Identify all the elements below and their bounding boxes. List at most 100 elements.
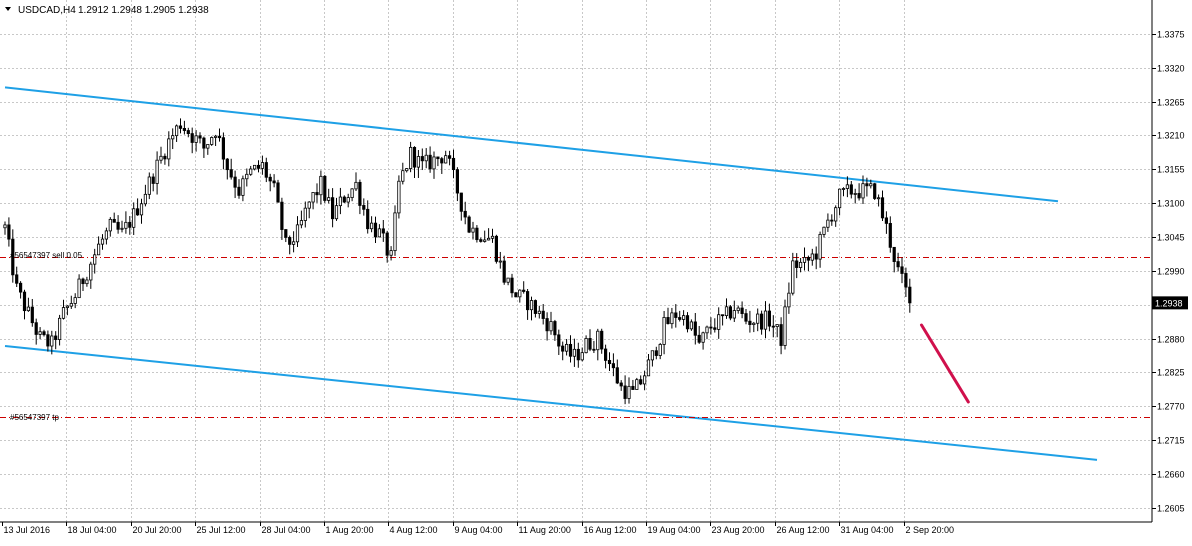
candle-body	[451, 157, 456, 171]
candle-body	[373, 222, 378, 238]
price-axis[interactable]: 1.3375 1.3320 1.3265 1.3210 1.3155 1.3100 1.30…	[1152, 30, 1185, 514]
y-tick-label: 1.2715	[1157, 436, 1185, 446]
candle-body	[268, 176, 272, 182]
candle-body	[210, 137, 214, 145]
candle-body	[30, 306, 34, 324]
y-tick-label: 1.3320	[1157, 64, 1185, 74]
candle-body	[38, 331, 42, 335]
candle-body	[128, 221, 132, 228]
candle-body	[732, 310, 736, 319]
y-tick-label: 1.2880	[1157, 335, 1185, 345]
candle-body	[100, 238, 105, 245]
candle-body	[596, 330, 600, 351]
candle-body	[432, 156, 436, 170]
candle-body	[147, 176, 151, 195]
candle-body	[65, 305, 69, 308]
candle-body	[252, 164, 257, 170]
candle-body	[639, 379, 643, 385]
candle-body	[307, 201, 311, 209]
order-tp-label: #56547397 tp	[10, 413, 59, 422]
x-tick-label: 23 Aug 20:00	[712, 525, 765, 535]
candle-body	[490, 235, 495, 239]
candle-body	[77, 278, 81, 299]
candle-body	[775, 324, 779, 328]
candle-body	[241, 178, 245, 196]
candle-body	[810, 253, 814, 261]
candle-body	[7, 224, 11, 240]
candle-body	[506, 277, 510, 283]
trend-channel[interactable]	[4, 86, 1098, 461]
candle-body	[151, 176, 155, 184]
candle-body	[896, 261, 900, 268]
candle-body	[483, 239, 487, 242]
candle-body	[873, 183, 877, 199]
candle-body	[213, 135, 218, 138]
candle-body	[327, 197, 331, 201]
candle-body	[366, 208, 370, 230]
candle-body	[744, 313, 748, 322]
candle-body	[132, 208, 136, 228]
x-tick-label: 4 Aug 12:00	[390, 525, 438, 535]
candle-body	[245, 173, 249, 180]
candle-body	[631, 385, 635, 390]
candle-body	[159, 155, 163, 161]
candle-body	[381, 228, 385, 234]
triangle-down-icon[interactable]	[5, 7, 11, 11]
x-tick-label: 19 Aug 04:00	[648, 525, 701, 535]
candle-body	[280, 201, 284, 230]
x-tick-label: 13 Jul 2016	[4, 525, 51, 535]
candle-body	[678, 317, 682, 320]
candle-body	[303, 207, 307, 221]
channel-lower-line[interactable]	[4, 344, 1098, 461]
candle-body	[139, 203, 144, 216]
candle-body	[752, 322, 756, 325]
candle-body	[791, 260, 795, 294]
forecast-arrow[interactable]	[920, 323, 970, 404]
candle-body	[124, 221, 128, 229]
candle-body	[494, 235, 499, 262]
candle-body	[81, 278, 85, 285]
candle-body	[650, 350, 655, 361]
candle-body	[635, 379, 639, 390]
candle-body	[763, 310, 768, 330]
candle-body	[112, 218, 116, 223]
x-tick-label: 31 Aug 04:00	[841, 525, 894, 535]
candle-body	[424, 154, 428, 162]
candle-body	[455, 169, 460, 194]
candle-body	[865, 183, 869, 187]
candle-body	[502, 260, 506, 283]
candle-body	[135, 208, 140, 216]
candle-body	[615, 367, 619, 384]
candle-body	[682, 315, 686, 320]
forecast-line[interactable]	[920, 323, 970, 404]
candle-body	[557, 334, 561, 347]
channel-upper-line[interactable]	[4, 86, 1059, 203]
x-tick-label: 1 Aug 20:00	[326, 525, 374, 535]
candle-body	[389, 250, 393, 256]
candle-body	[260, 162, 265, 169]
candle-body	[323, 175, 327, 201]
candle-body	[685, 315, 690, 330]
candle-body	[619, 382, 623, 387]
candle-body	[689, 321, 694, 330]
chart-header: USDCAD,H4 1.2912 1.2948 1.2905 1.2938	[5, 5, 209, 16]
y-tick-label: 1.3375	[1157, 30, 1185, 40]
candle-body	[838, 188, 842, 209]
current-price-tag: 1.2938	[1152, 296, 1188, 310]
candle-body	[518, 289, 522, 298]
candle-body	[845, 184, 850, 189]
candle-body	[654, 350, 658, 356]
candle-body	[857, 193, 861, 199]
candle-body	[576, 348, 580, 361]
order-lines[interactable]	[0, 257, 1152, 418]
time-axis[interactable]: 13 Jul 2016 18 Jul 04:00 20 Jul 20:00 25 Ju…	[2, 522, 955, 535]
candle-body	[385, 232, 389, 256]
candle-body	[545, 318, 549, 332]
candle-body	[697, 334, 701, 343]
candle-body	[299, 220, 304, 226]
candle-body	[830, 219, 834, 222]
candle-body	[705, 326, 709, 334]
candle-body	[163, 155, 167, 160]
